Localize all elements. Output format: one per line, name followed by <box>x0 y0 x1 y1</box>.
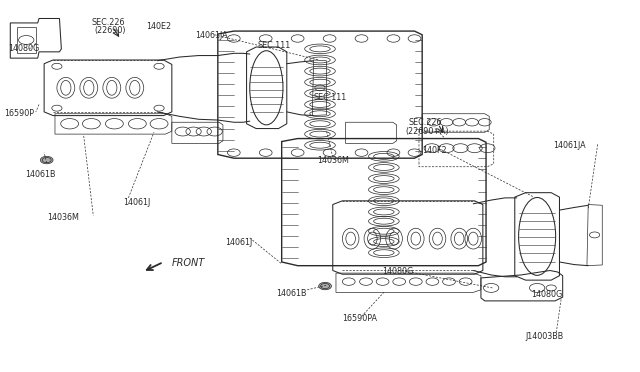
Text: 16590P: 16590P <box>4 109 34 118</box>
Text: SEC.226: SEC.226 <box>92 19 125 28</box>
Text: 14061J: 14061J <box>124 198 150 207</box>
Text: 16590PA: 16590PA <box>342 314 378 323</box>
Text: SEC.111: SEC.111 <box>314 93 347 102</box>
Text: 14061B: 14061B <box>25 170 56 179</box>
Text: 14080G: 14080G <box>8 44 40 53</box>
Text: FRONT: FRONT <box>172 258 205 268</box>
Text: (22690): (22690) <box>94 26 125 35</box>
Text: J14003BB: J14003BB <box>525 331 564 341</box>
Text: 140E2: 140E2 <box>147 22 172 31</box>
Text: 14036M: 14036M <box>317 155 349 164</box>
Text: 14061B: 14061B <box>276 289 307 298</box>
Text: 14061JA: 14061JA <box>553 141 586 150</box>
Circle shape <box>40 156 53 164</box>
Text: 140F2: 140F2 <box>422 146 447 155</box>
Text: 14036M: 14036M <box>47 213 79 222</box>
Text: 14061J: 14061J <box>225 238 253 247</box>
Circle shape <box>319 282 332 290</box>
Text: SEC.226: SEC.226 <box>408 119 442 128</box>
Text: 14061JA: 14061JA <box>195 31 228 41</box>
Text: 14080G: 14080G <box>531 290 562 299</box>
Text: 14080G: 14080G <box>383 267 414 276</box>
Text: SEC.111: SEC.111 <box>257 41 291 50</box>
Text: (22690+A): (22690+A) <box>406 126 449 136</box>
